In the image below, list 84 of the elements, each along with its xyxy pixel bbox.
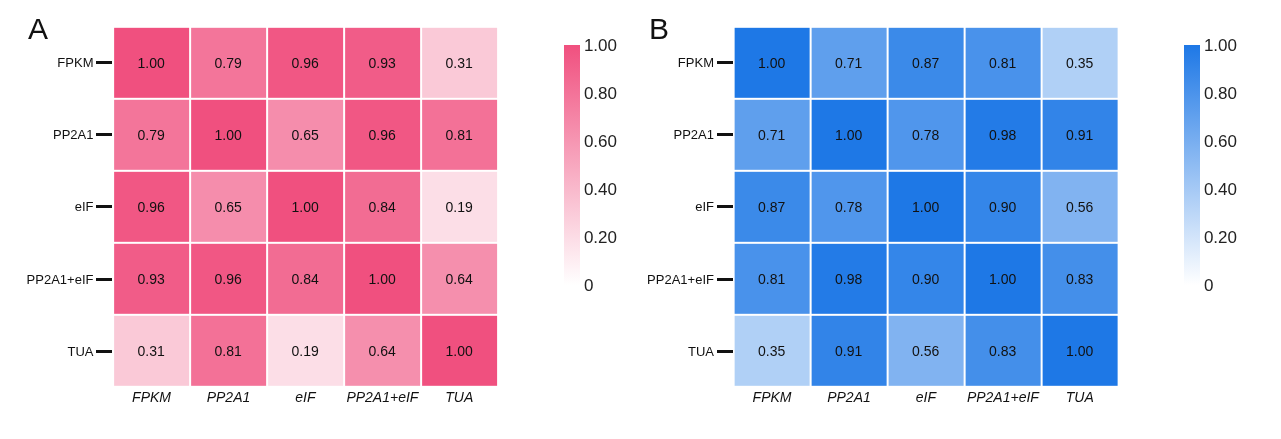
data-label: 1.00 [137, 54, 165, 71]
y-tick-label: eIF [74, 199, 94, 215]
data-label: 0.96 [368, 126, 396, 143]
data-label: 0.83 [1065, 270, 1094, 287]
x-tick-label: eIF [915, 389, 938, 406]
data-label: 0.81 [214, 342, 242, 359]
data-label: 0.64 [368, 342, 396, 359]
y-tick-label: FPKM [57, 55, 94, 71]
data-label: 0.65 [214, 198, 242, 215]
data-label: 0.19 [445, 198, 473, 215]
color-bar-label: 0.20 [1203, 227, 1237, 247]
data-label: 1.00 [1065, 342, 1094, 359]
data-label: 1.00 [368, 270, 396, 287]
data-label: 0.93 [137, 270, 165, 287]
data-label: 0.71 [757, 126, 786, 143]
data-label: 0.81 [757, 270, 786, 287]
data-label: 1.00 [834, 126, 863, 143]
x-tick-label: PP2A1 [827, 389, 871, 406]
data-label: 0.81 [445, 126, 473, 143]
data-label: 1.00 [214, 126, 242, 143]
data-label: 0.83 [988, 342, 1017, 359]
data-label: 0.90 [988, 198, 1017, 215]
data-label: 0.35 [1065, 54, 1094, 71]
x-tick-label: TUA [1065, 389, 1094, 406]
data-label: 0.91 [834, 342, 863, 359]
color-bar-label: 0.60 [583, 131, 617, 151]
color-bar-label: 0.40 [583, 179, 617, 199]
color-bar-label: 0.60 [1203, 131, 1237, 151]
data-label: 0.79 [214, 54, 242, 71]
data-label: 1.00 [911, 198, 940, 215]
data-label: 0.56 [1065, 198, 1094, 215]
y-tick-label: PP2A1+eIF [647, 271, 715, 287]
data-label: 0.91 [1065, 126, 1094, 143]
y-tick-label: PP2A1 [673, 127, 714, 143]
data-label: 0.79 [137, 126, 165, 143]
data-label: 1.00 [291, 198, 319, 215]
data-label: 0.87 [911, 54, 940, 71]
x-tick-label: TUA [445, 389, 474, 406]
data-label: 0.87 [757, 198, 786, 215]
data-label: 0.56 [911, 342, 940, 359]
data-label: 0.19 [291, 342, 319, 359]
y-tick-label: FPKM [677, 55, 714, 71]
data-label: 0.35 [757, 342, 786, 359]
data-label: 0.78 [911, 126, 940, 143]
color-bar-label: 0.80 [1203, 83, 1237, 103]
color-bar-label: 0.40 [1203, 179, 1237, 199]
color-bar-label: 1.00 [583, 35, 617, 55]
data-label: 0.64 [445, 270, 473, 287]
x-tick-label: PP2A1 [206, 389, 251, 406]
y-tick-label: PP2A1 [52, 127, 94, 143]
y-tick-label: TUA [67, 343, 94, 359]
data-label: 0.96 [214, 270, 242, 287]
data-label: 1.00 [445, 342, 473, 359]
y-tick-label: PP2A1+eIF [26, 271, 94, 287]
color-bar-label: 0.80 [583, 83, 617, 103]
x-tick-label: eIF [295, 389, 317, 406]
color-bar-label: 0 [583, 275, 594, 295]
data-label: 0.84 [368, 198, 396, 215]
color-bar-label: 0.20 [583, 227, 617, 247]
data-label: 0.31 [137, 342, 165, 359]
chart-title: A [28, 12, 49, 45]
data-label: 0.81 [988, 54, 1017, 71]
data-label: 0.96 [291, 54, 319, 71]
data-label: 0.84 [291, 270, 319, 287]
y-tick-label: eIF [695, 199, 715, 215]
data-label: 0.98 [988, 126, 1017, 143]
y-tick-label: TUA [687, 343, 715, 359]
data-label: 0.78 [834, 198, 863, 215]
color-bar-label: 1.00 [1203, 35, 1237, 55]
data-label: 1.00 [757, 54, 786, 71]
data-label: 0.90 [911, 270, 940, 287]
x-tick-label: FPKM [132, 389, 172, 406]
x-tick-label: FPKM [752, 389, 792, 406]
data-label: 0.98 [834, 270, 863, 287]
chart-title: B [649, 12, 670, 45]
data-label: 0.31 [445, 54, 473, 71]
x-tick-label: PP2A1+eIF [966, 389, 1041, 406]
data-label: 0.96 [137, 198, 165, 215]
x-tick-label: PP2A1+eIF [346, 389, 420, 406]
data-label: 0.93 [368, 54, 396, 71]
color-bar-label: 0 [1203, 275, 1214, 295]
data-label: 0.71 [834, 54, 863, 71]
data-label: 0.65 [291, 126, 319, 143]
data-label: 1.00 [988, 270, 1017, 287]
